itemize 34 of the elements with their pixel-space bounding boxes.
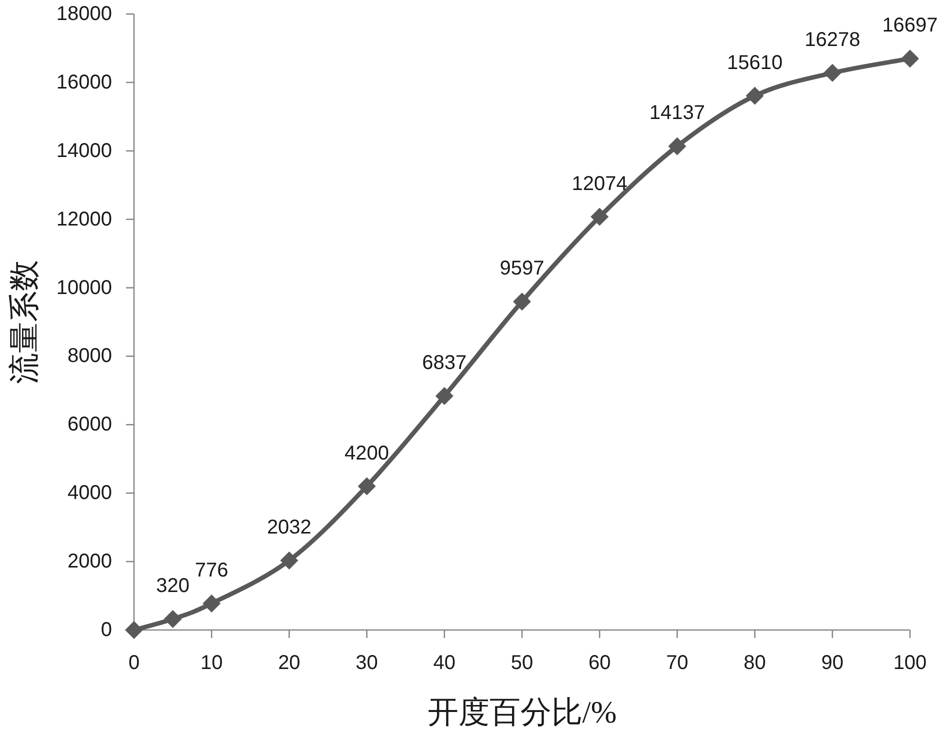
x-tick-label: 50 [510,652,534,674]
x-tick-label: 90 [821,652,844,674]
x-tick-label: 0 [128,652,140,674]
x-tick-label: 20 [278,652,300,674]
x-tick-label: 60 [588,652,611,674]
y-tick-label: 12000 [56,208,112,230]
x-tick-label: 40 [433,652,456,674]
x-tick-label: 10 [200,652,223,674]
data-label: 15610 [726,52,783,74]
x-tick-label: 30 [356,652,378,674]
y-tick-label: 4000 [68,482,112,504]
data-label: 16278 [804,28,860,51]
y-tick-label: 10000 [56,276,112,299]
data-label: 4200 [344,442,390,464]
x-tick-label: 70 [666,652,688,674]
y-axis-title: 流量系数 [6,260,42,384]
x-axis-title: 开度百分比/% [427,694,617,729]
data-label: 2032 [266,516,312,538]
y-tick-label: 0 [100,619,112,641]
y-tick-label: 2000 [68,550,112,573]
data-label: 16697 [882,14,938,37]
data-label: 12074 [572,172,628,195]
x-tick-label: 100 [893,652,927,674]
y-tick-label: 16000 [56,71,112,94]
y-tick-label: 8000 [68,345,112,368]
data-label: 6837 [422,352,467,374]
y-tick-label: 14000 [56,140,112,162]
data-label: 9597 [500,258,544,280]
x-tick-label: 80 [744,652,766,674]
data-label: 320 [156,575,190,598]
y-tick-label: 18000 [56,3,112,25]
data-label: 776 [194,559,228,582]
y-tick-label: 6000 [68,414,112,436]
data-label: 14137 [649,102,706,124]
